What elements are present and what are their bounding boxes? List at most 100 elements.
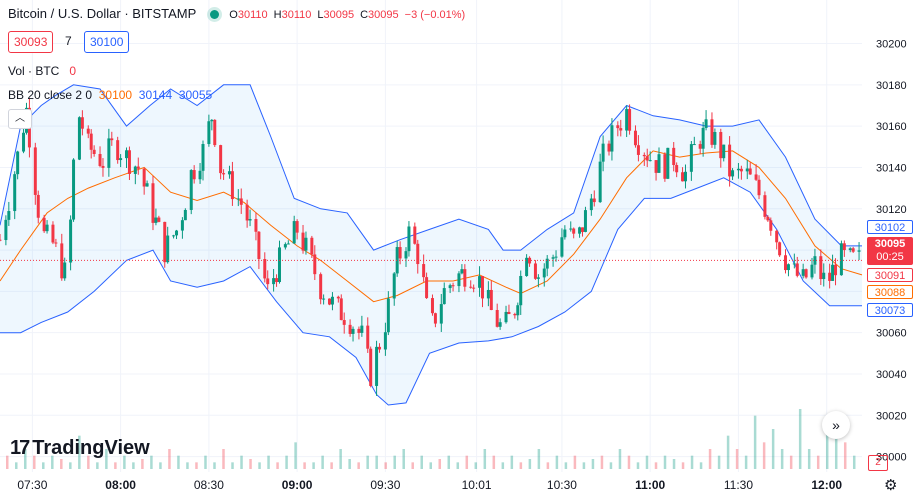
candle-body <box>322 298 326 300</box>
candle-body <box>283 244 287 248</box>
candle-body <box>142 168 146 187</box>
volume-bar <box>681 462 685 469</box>
candle-body <box>795 263 799 276</box>
volume-bar <box>42 462 45 469</box>
candle-body <box>810 264 814 278</box>
volume-bar <box>240 455 243 469</box>
candle-body <box>839 243 843 276</box>
candle-body <box>698 144 702 149</box>
candle-body <box>822 272 826 280</box>
candle-body <box>710 119 714 145</box>
candle-body <box>166 235 170 263</box>
candle-body <box>448 285 452 289</box>
candle-body <box>672 147 676 166</box>
candle-body <box>645 156 649 161</box>
volume-bar <box>321 455 324 469</box>
bb-legend[interactable]: BB 20 close 2 0 30100 30144 30055 <box>8 88 212 102</box>
volume-badge: 2 <box>868 455 888 471</box>
candle-body <box>366 325 370 349</box>
volume-bar <box>672 459 676 469</box>
volume-bar <box>816 455 820 469</box>
volume-bar <box>429 462 432 469</box>
candle-body <box>295 221 299 233</box>
candle-body <box>92 149 96 155</box>
volume-bar <box>222 449 225 469</box>
candle-body <box>545 258 549 269</box>
candle-body <box>719 132 723 159</box>
volume-bar <box>159 462 162 469</box>
volume-bar <box>87 455 90 469</box>
candle-body <box>286 243 290 245</box>
volume-label: Vol · BTC <box>8 64 60 78</box>
volume-bar <box>438 459 442 469</box>
volume-bar <box>177 455 180 469</box>
candle-body <box>189 170 193 210</box>
candle-body <box>54 242 58 244</box>
volume-bar <box>663 455 667 469</box>
symbol-title[interactable]: Bitcoin / U.S. Dollar · BITSTAMP <box>8 6 197 21</box>
candle-body <box>86 128 90 134</box>
volume-bar <box>69 462 72 469</box>
candle-body <box>828 272 832 281</box>
time-tick-label: 11:00 <box>635 478 665 492</box>
volume-bar <box>519 462 523 469</box>
candle-body <box>842 243 846 251</box>
volume-bar <box>474 462 478 469</box>
candle-body <box>851 248 855 252</box>
tradingview-logo[interactable]: 17 TradingView <box>10 437 150 460</box>
volume-bar <box>582 462 586 469</box>
volume-legend[interactable]: Vol · BTC 0 <box>8 64 76 78</box>
volume-bar <box>123 455 126 469</box>
volume-bar <box>330 462 333 469</box>
volume-bar <box>798 409 802 469</box>
candle-body <box>157 217 161 222</box>
volume-bar <box>834 435 838 469</box>
spread-value: 7 <box>65 34 72 48</box>
candle-body <box>692 144 696 146</box>
candle-body <box>681 172 685 182</box>
volume-bar <box>546 462 550 469</box>
candle-body <box>386 298 390 333</box>
market-status-dot <box>210 10 220 20</box>
candle-body <box>654 160 658 173</box>
candle-body <box>398 247 402 259</box>
candle-body <box>486 289 490 299</box>
volume-bar <box>465 455 469 469</box>
volume-bar <box>51 455 54 469</box>
candle-body <box>116 140 120 161</box>
price-tick-label: 30000 <box>876 452 907 464</box>
price-tick-label: 30060 <box>876 328 907 340</box>
price-tick-label: 30040 <box>876 369 907 381</box>
price-tick-label: 30120 <box>876 204 907 216</box>
sell-price-button[interactable]: 30093 <box>8 31 54 53</box>
candle-body <box>525 257 529 276</box>
gear-icon[interactable]: ⚙ <box>884 477 898 494</box>
bid-axis-tag: 30091 <box>867 268 913 282</box>
candle-body <box>198 170 202 180</box>
buy-price-button[interactable]: 30100 <box>84 31 130 53</box>
candle-body <box>583 210 587 232</box>
candle-body <box>589 198 593 211</box>
candle-body <box>533 263 537 279</box>
collapse-legend-button[interactable]: ︿ <box>8 109 32 129</box>
scroll-to-realtime-button[interactable]: » <box>822 411 850 439</box>
volume-bar <box>456 462 460 469</box>
volume-bar <box>555 455 559 469</box>
bb-band-fill <box>0 84 862 406</box>
candle-body <box>239 198 243 205</box>
candle-body <box>330 296 334 305</box>
candle-body <box>495 310 499 327</box>
candle-body <box>213 119 217 146</box>
time-tick-label: 08:00 <box>105 478 136 492</box>
price-tick-label: 30160 <box>876 121 907 133</box>
candle-body <box>857 250 861 252</box>
candle-body <box>569 228 573 230</box>
candle-body <box>430 298 434 314</box>
candle-body <box>416 243 420 265</box>
candle-body <box>478 276 482 288</box>
price-tick-label: 30140 <box>876 162 907 174</box>
candle-body <box>592 198 596 203</box>
candle-body <box>407 226 411 252</box>
candle-body <box>277 247 281 283</box>
